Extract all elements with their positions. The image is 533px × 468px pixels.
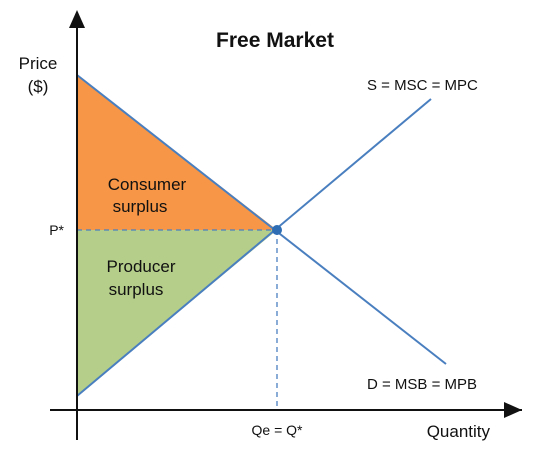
quantity-equilibrium-tick: Qe = Q* (252, 422, 304, 438)
producer-surplus-label-line2: surplus (109, 280, 164, 299)
supply-curve-label: S = MSC = MPC (367, 77, 478, 94)
y-axis-label-unit: ($) (28, 77, 49, 96)
demand-curve-label: D = MSB = MPB (367, 376, 477, 393)
consumer-surplus-label-line2: surplus (113, 197, 168, 216)
x-axis-label: Quantity (427, 422, 491, 441)
diagram-title: Free Market (216, 29, 334, 52)
supply-curve (76, 98, 432, 397)
producer-surplus-label-line1: Producer (107, 257, 176, 276)
demand-curve (76, 74, 447, 365)
price-equilibrium-tick: P* (49, 222, 64, 238)
consumer-surplus-label-line1: Consumer (108, 175, 187, 194)
y-axis-label-price: Price (19, 54, 58, 73)
equilibrium-point (272, 225, 282, 235)
